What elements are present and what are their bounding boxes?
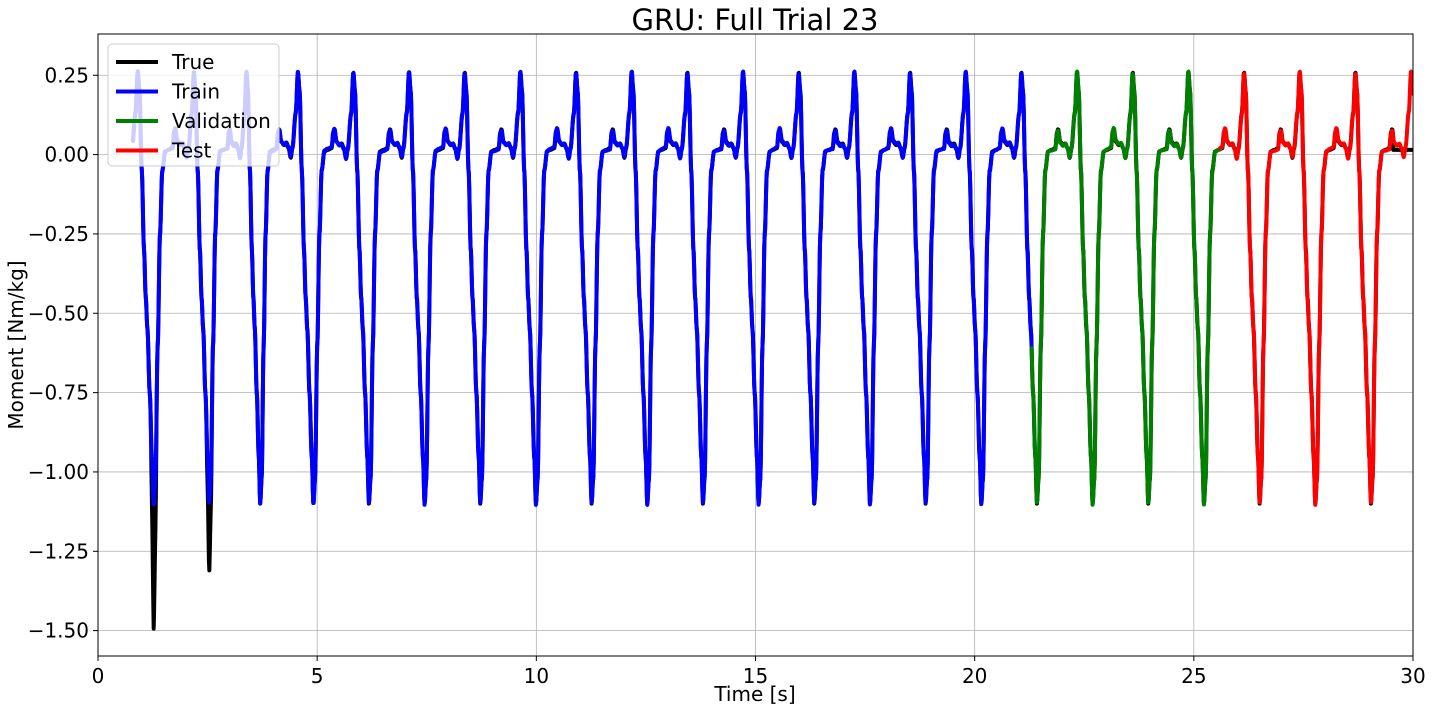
x-axis-label: Time [s]	[713, 682, 795, 706]
series-line-validation	[1029, 69, 1223, 507]
y-tick-label: −0.25	[28, 222, 89, 246]
x-tick-label: 15	[743, 664, 768, 688]
x-tick-label: 25	[1181, 664, 1206, 688]
legend-label-train: Train	[171, 80, 220, 104]
x-tick-label: 10	[524, 664, 549, 688]
series-line-train	[131, 69, 1034, 507]
x-tick-label: 0	[92, 664, 105, 688]
legend-label-true: True	[171, 50, 214, 74]
y-tick-label: −1.25	[28, 539, 89, 563]
y-tick-label: −0.75	[28, 381, 89, 405]
y-tick-label: 0.00	[44, 143, 89, 167]
y-axis: 0.25 0.00 −0.25 −0.50 −0.75 −1.00 −1.25 −1.50	[28, 63, 98, 643]
x-tick-label: 5	[311, 664, 324, 688]
series-line-test	[1218, 69, 1413, 507]
y-axis-label: Moment [Nm/kg]	[4, 260, 28, 429]
legend: True Train Validation Test	[107, 43, 280, 167]
y-tick-label: −0.50	[28, 301, 89, 325]
x-tick-label: 30	[1400, 664, 1425, 688]
chart-title: GRU: Full Trial 23	[631, 3, 878, 37]
plot-area	[131, 69, 1413, 631]
x-tick-label: 20	[962, 664, 987, 688]
legend-box	[107, 43, 280, 167]
x-axis: 0 5 10 15 20 25 30	[92, 656, 1426, 688]
y-tick-label: −1.00	[28, 460, 89, 484]
y-tick-label: 0.25	[44, 63, 89, 87]
legend-label-validation: Validation	[172, 109, 271, 133]
legend-label-test: Test	[171, 139, 212, 163]
y-tick-label: −1.50	[28, 619, 89, 643]
